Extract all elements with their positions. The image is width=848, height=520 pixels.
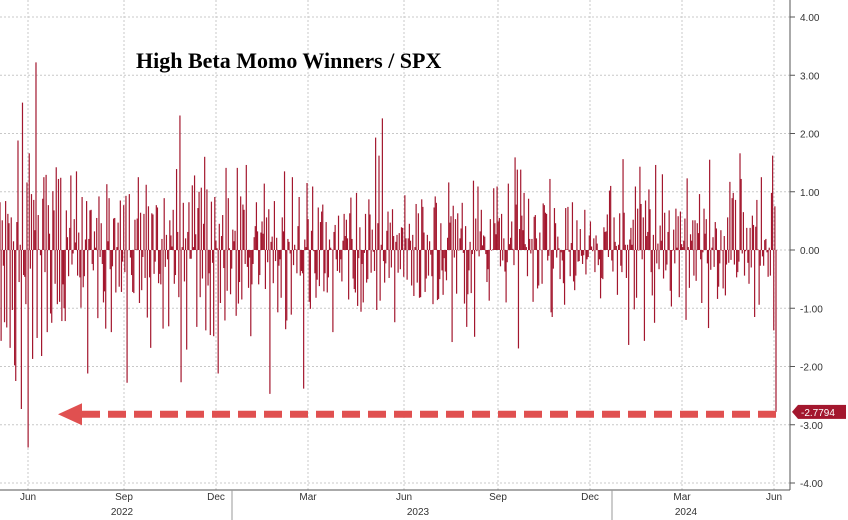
- chart-title: High Beta Momo Winners / SPX: [136, 48, 441, 73]
- bars-layer: [0, 62, 777, 448]
- last-value-label: -2.7794: [801, 408, 835, 419]
- y-tick-label: -4.00: [800, 479, 823, 490]
- x-tick-label: Jun: [396, 492, 412, 503]
- year-label: 2022: [111, 507, 134, 518]
- y-axis: 4.00 3.00 2.00 1.00 0.00 -1.00 -2.00 -3.00 -4.00…: [789, 0, 846, 490]
- x-tick-label: Dec: [581, 492, 599, 503]
- x-tick-label: Sep: [115, 492, 133, 503]
- y-tick-label: 4.00: [800, 13, 820, 24]
- x-tick-label: Sep: [489, 492, 507, 503]
- y-tick-label: -2.00: [800, 363, 823, 374]
- x-tick-label: Jun: [766, 492, 782, 503]
- last-value-box: [798, 404, 846, 419]
- last-value-pointer: [792, 404, 798, 419]
- year-label: 2023: [407, 507, 430, 518]
- y-tick-label: -1.00: [800, 304, 823, 315]
- arrow-head-icon: [58, 403, 82, 426]
- y-tick-label: 2.00: [800, 130, 820, 141]
- y-tick-label: 1.00: [800, 188, 820, 199]
- year-label: 2024: [675, 507, 698, 518]
- y-tick-label: 0.00: [800, 246, 820, 257]
- x-tick-label: Dec: [207, 492, 225, 503]
- y-tick-label: -3.00: [800, 421, 823, 432]
- x-tick-label: Jun: [20, 492, 36, 503]
- x-tick-label: Mar: [299, 492, 317, 503]
- y-tick-label: 3.00: [800, 71, 820, 82]
- arrow-layer: [58, 403, 776, 426]
- x-tick-label: Mar: [673, 492, 691, 503]
- x-axis: Jun Sep Dec Mar Jun Sep Dec Mar Jun 2022 2023 2024: [0, 489, 790, 520]
